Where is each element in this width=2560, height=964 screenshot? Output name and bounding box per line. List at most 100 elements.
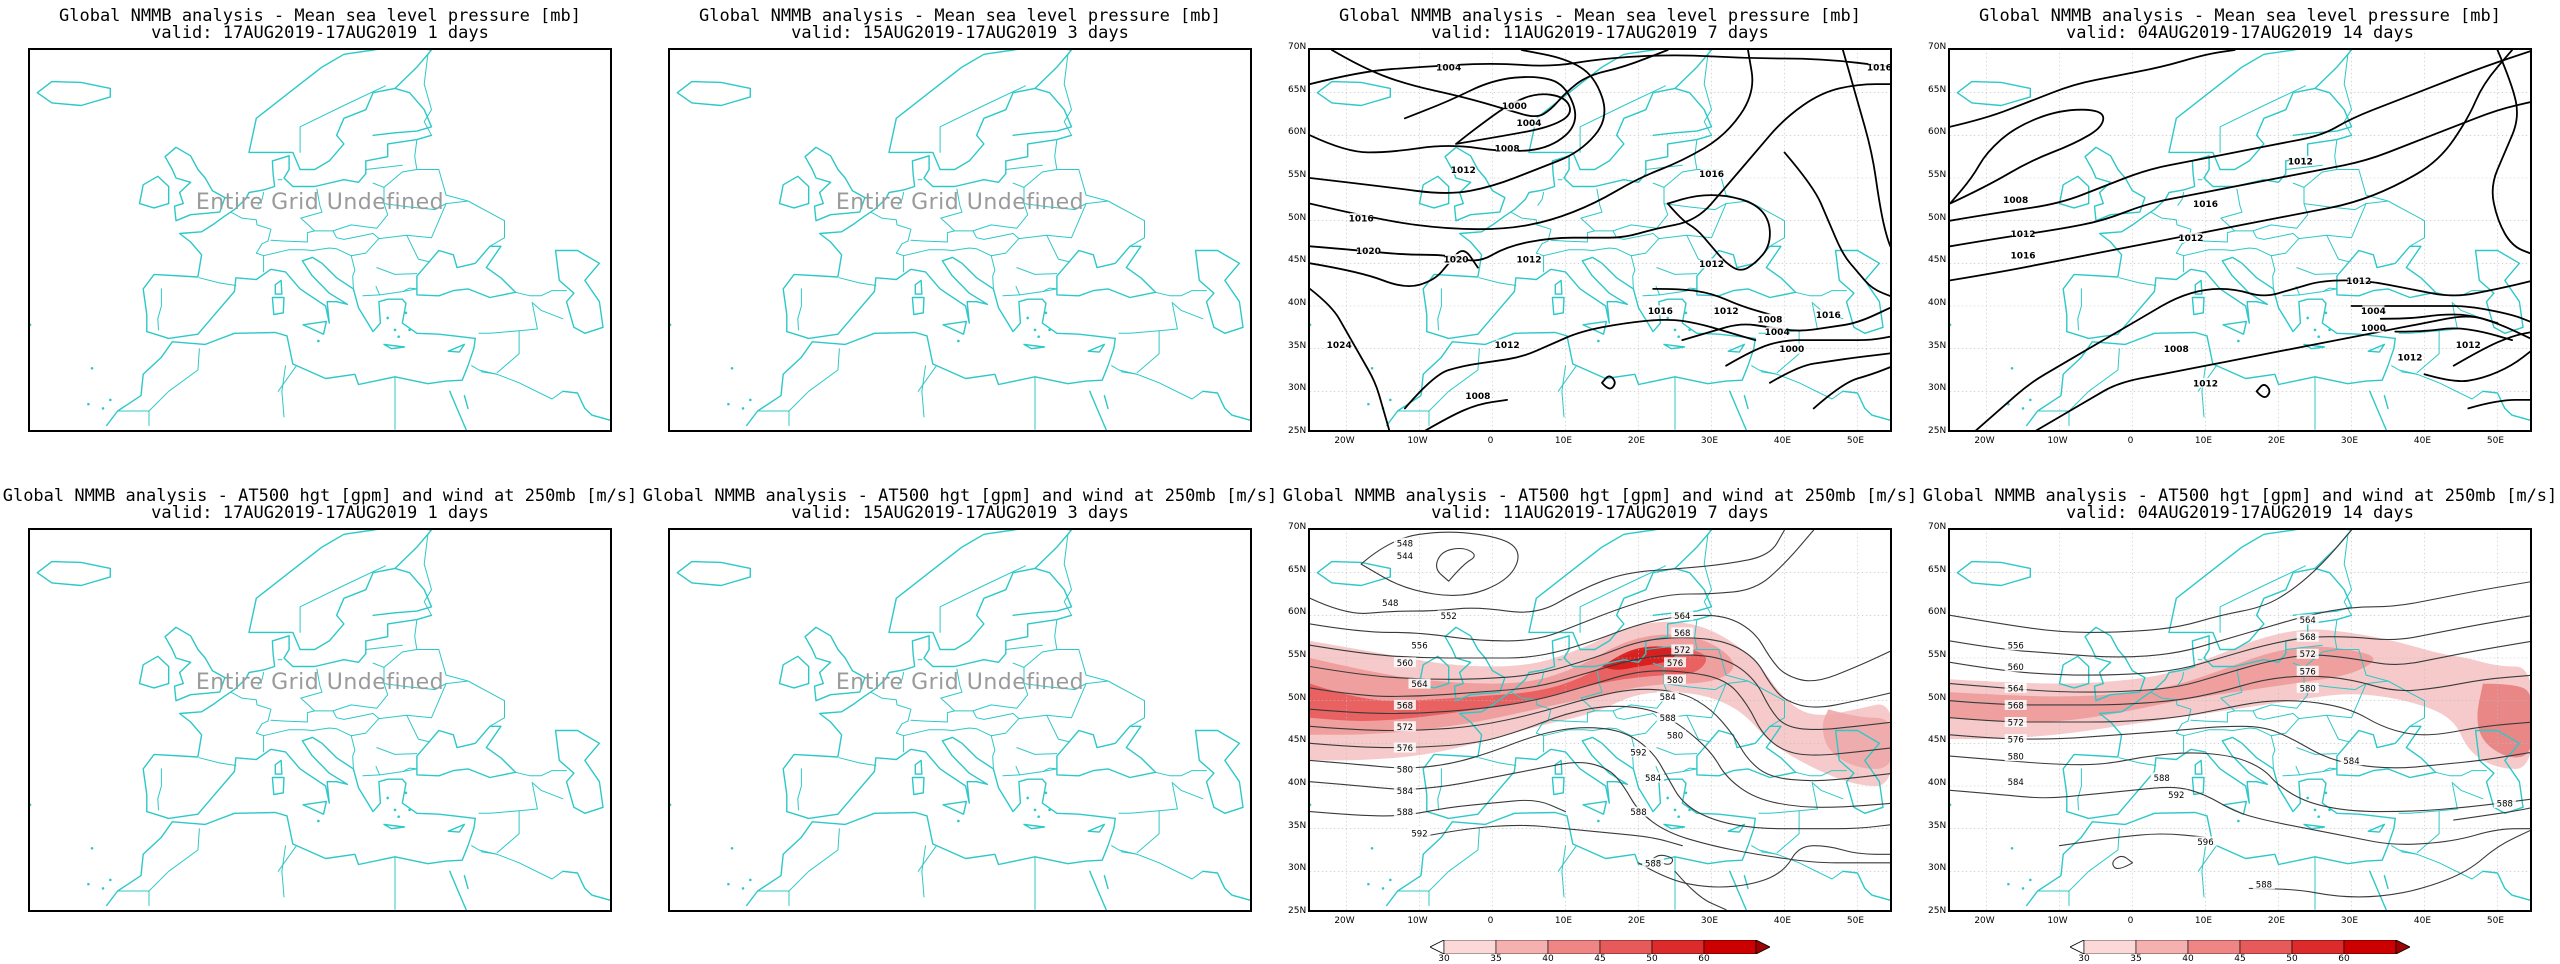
lon-tick-label: 20E xyxy=(2267,916,2286,926)
coastline xyxy=(888,50,1073,171)
country-border xyxy=(1002,774,1021,777)
panel-title: Global NMMB analysis - AT500 hgt [gpm] a… xyxy=(2,486,638,506)
contour-label: 576 xyxy=(2008,736,2024,746)
country-border xyxy=(1478,757,1517,766)
country-border xyxy=(496,810,520,854)
island xyxy=(1950,803,1952,807)
country-border xyxy=(2324,767,2338,772)
contour-label: 584 xyxy=(2008,778,2024,788)
lon-tick-label: 20W xyxy=(1334,916,1355,926)
coastline xyxy=(911,296,925,316)
country-border xyxy=(423,53,432,136)
lon-tick-label: 0 xyxy=(1487,916,1494,926)
coastline xyxy=(562,870,610,901)
island xyxy=(1597,339,1600,343)
country-border xyxy=(263,729,313,737)
lat-tick-label: 45N xyxy=(1928,255,1947,266)
country-border xyxy=(1592,230,1660,257)
country-border xyxy=(917,845,937,872)
island xyxy=(2029,878,2032,882)
lat-tick-label: 45N xyxy=(1288,735,1307,746)
country-border xyxy=(2177,672,2185,686)
lon-tick-label: 10W xyxy=(1407,436,1428,446)
coastline xyxy=(1663,343,1686,350)
contour-label-bg xyxy=(1817,309,1840,320)
island xyxy=(1033,328,1037,332)
contour-label: 1012 xyxy=(1516,256,1541,266)
lon-tick-label: 10W xyxy=(2047,436,2068,446)
country-border xyxy=(2295,765,2338,776)
contour-label-bg xyxy=(2289,155,2312,166)
country-border xyxy=(1085,200,1145,247)
country-border xyxy=(1557,845,1577,872)
country-border xyxy=(2234,182,2309,232)
country-border xyxy=(478,328,538,334)
country-border xyxy=(1594,662,1669,712)
coastline xyxy=(1005,134,1073,162)
country-border xyxy=(1630,255,1636,290)
contour-label-bg xyxy=(1393,721,1416,732)
panel-valid-period: valid: 11AUG2019-17AUG2019 7 days xyxy=(1431,23,1769,43)
country-border xyxy=(1656,747,1698,755)
country-border xyxy=(496,330,520,374)
country-border xyxy=(2285,644,2323,650)
country-border xyxy=(148,348,200,412)
height-contour xyxy=(1950,615,2530,676)
colorbar-label: 50 xyxy=(2286,954,2298,964)
country-border xyxy=(515,290,567,297)
country-border xyxy=(870,691,912,753)
panel-z500-1day: Global NMMB analysis - AT500 hgt [gpm] a… xyxy=(0,480,640,960)
island xyxy=(1666,316,1669,320)
colorbar-segment xyxy=(2239,940,2293,954)
isobar xyxy=(2035,315,2530,430)
contour-label: 1008 xyxy=(2164,345,2189,355)
map-canvas: 556 560 564 568 572 576 580 584 588 592 564 568 572 5… xyxy=(1950,530,2530,910)
coastline xyxy=(782,635,1007,813)
coastline xyxy=(1842,870,1890,901)
isobar xyxy=(1950,50,2530,222)
panel-z500-7day: Global NMMB analysis - AT500 hgt [gpm] a… xyxy=(1280,480,1920,964)
country-border xyxy=(1428,348,1480,412)
island xyxy=(2010,846,2014,850)
island xyxy=(386,316,390,320)
contour-label-bg xyxy=(1393,785,1416,796)
contour-label-bg xyxy=(2165,343,2188,354)
lon-tick-label: 30E xyxy=(2340,916,2359,926)
isobar xyxy=(1310,83,1890,262)
coastline xyxy=(138,655,170,689)
contour-label: 560 xyxy=(2008,663,2024,673)
country-border xyxy=(2416,810,2440,854)
island xyxy=(749,398,752,402)
lat-tick-label: 40N xyxy=(1288,298,1307,308)
height-contour xyxy=(1310,799,1567,817)
lon-tick-label: 50E xyxy=(2486,916,2505,926)
country-border xyxy=(2296,747,2338,755)
island xyxy=(1310,803,1312,807)
isobar xyxy=(1783,151,1890,297)
coastline xyxy=(2369,870,2388,910)
country-border xyxy=(531,302,538,330)
lon-tick-label: 10W xyxy=(1407,916,1428,926)
country-border xyxy=(1696,649,1749,682)
height-contour xyxy=(1360,531,1519,596)
island xyxy=(730,366,734,370)
coastline xyxy=(2066,256,2396,340)
country-border xyxy=(757,890,790,906)
island xyxy=(2313,808,2317,812)
coastline xyxy=(2058,175,2090,209)
coastline xyxy=(778,655,810,689)
country-border xyxy=(2336,169,2389,202)
country-border xyxy=(1015,285,1058,296)
country-border xyxy=(990,735,996,770)
contour-label: 1012 xyxy=(1451,166,1476,176)
country-border xyxy=(2400,371,2484,400)
country-border xyxy=(2232,230,2300,257)
country-border xyxy=(952,230,1020,257)
contour-label: 556 xyxy=(2008,642,2024,652)
country-border xyxy=(198,277,237,286)
contour-label-bg xyxy=(1780,343,1803,354)
island xyxy=(2021,407,2025,410)
country-border xyxy=(1751,845,1778,855)
island xyxy=(2324,311,2328,315)
country-border xyxy=(383,619,418,668)
